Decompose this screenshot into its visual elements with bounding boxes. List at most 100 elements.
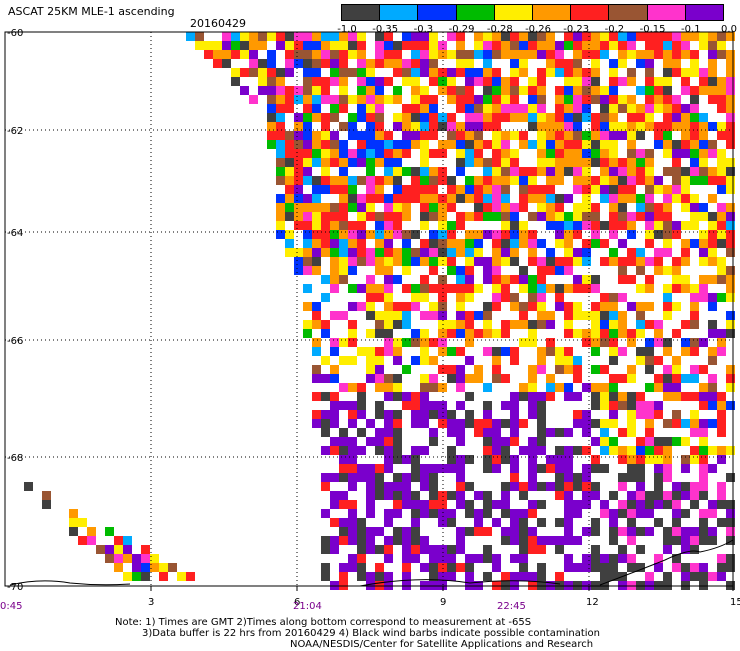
data-cell	[492, 194, 501, 203]
data-cell	[87, 527, 96, 536]
data-cell	[591, 176, 600, 185]
data-cell	[348, 113, 357, 122]
data-cell	[681, 347, 690, 356]
data-cell	[357, 176, 366, 185]
data-cell	[420, 500, 429, 509]
note-line-3: NOAA/NESDIS/Center for Satellite Applica…	[290, 639, 594, 650]
data-cell	[492, 428, 501, 437]
data-cell	[330, 410, 339, 419]
data-cell	[564, 446, 573, 455]
data-cell	[636, 284, 645, 293]
data-cell	[564, 554, 573, 563]
data-cell	[393, 41, 402, 50]
data-cell	[330, 131, 339, 140]
data-cell	[339, 86, 348, 95]
data-cell	[618, 329, 627, 338]
data-cell	[537, 104, 546, 113]
data-cell	[510, 221, 519, 230]
data-cell	[600, 464, 609, 473]
data-cell	[276, 149, 285, 158]
data-cell	[366, 212, 375, 221]
data-cell	[717, 77, 726, 86]
data-cell	[312, 185, 321, 194]
data-cell	[573, 185, 582, 194]
data-cell	[465, 572, 474, 581]
data-cell	[627, 419, 636, 428]
data-cell	[438, 293, 447, 302]
data-cell	[501, 320, 510, 329]
data-cell	[492, 500, 501, 509]
data-cell	[474, 428, 483, 437]
data-cell	[393, 482, 402, 491]
data-cell	[303, 194, 312, 203]
data-cell	[384, 518, 393, 527]
data-cell	[573, 311, 582, 320]
data-cell	[717, 221, 726, 230]
data-cell	[465, 149, 474, 158]
data-cell	[636, 563, 645, 572]
data-cell	[465, 158, 474, 167]
data-cell	[555, 428, 564, 437]
data-cell	[636, 266, 645, 275]
data-cell	[465, 293, 474, 302]
data-cell	[501, 248, 510, 257]
data-cell	[573, 158, 582, 167]
data-cell	[609, 221, 618, 230]
data-cell	[303, 104, 312, 113]
data-cell	[375, 545, 384, 554]
data-cell	[474, 149, 483, 158]
data-cell	[627, 158, 636, 167]
data-cell	[456, 473, 465, 482]
data-cell	[636, 437, 645, 446]
data-cell	[681, 455, 690, 464]
data-cell	[366, 122, 375, 131]
data-cell	[537, 437, 546, 446]
data-cell	[672, 104, 681, 113]
data-cell	[330, 266, 339, 275]
data-cell	[411, 113, 420, 122]
data-cell	[609, 293, 618, 302]
data-cell	[357, 212, 366, 221]
data-cell	[510, 104, 519, 113]
data-cell	[555, 122, 564, 131]
data-cell	[348, 194, 357, 203]
data-cell	[384, 545, 393, 554]
data-cell	[573, 329, 582, 338]
data-cell	[411, 491, 420, 500]
data-cell	[708, 32, 717, 41]
data-cell	[708, 122, 717, 131]
data-cell	[663, 446, 672, 455]
data-cell	[492, 113, 501, 122]
data-cell	[357, 428, 366, 437]
data-cell	[429, 257, 438, 266]
data-cell	[465, 212, 474, 221]
data-cell	[645, 194, 654, 203]
data-cell	[573, 149, 582, 158]
data-cell	[564, 158, 573, 167]
data-cell	[411, 500, 420, 509]
data-cell	[582, 491, 591, 500]
data-cell	[429, 311, 438, 320]
data-cell	[636, 509, 645, 518]
data-cell	[492, 239, 501, 248]
data-cell	[546, 176, 555, 185]
data-cell	[699, 212, 708, 221]
data-cell	[303, 320, 312, 329]
data-cell	[375, 572, 384, 581]
data-cell	[384, 221, 393, 230]
data-cell	[339, 437, 348, 446]
data-cell	[366, 293, 375, 302]
data-cell	[699, 203, 708, 212]
data-cell	[492, 446, 501, 455]
data-cell	[555, 257, 564, 266]
data-cell	[600, 32, 609, 41]
data-cell	[438, 167, 447, 176]
data-cell	[285, 149, 294, 158]
data-cell	[654, 176, 663, 185]
data-cell	[627, 392, 636, 401]
data-cell	[393, 419, 402, 428]
data-cell	[528, 365, 537, 374]
data-cell	[393, 185, 402, 194]
data-cell	[546, 167, 555, 176]
data-cell	[384, 572, 393, 581]
